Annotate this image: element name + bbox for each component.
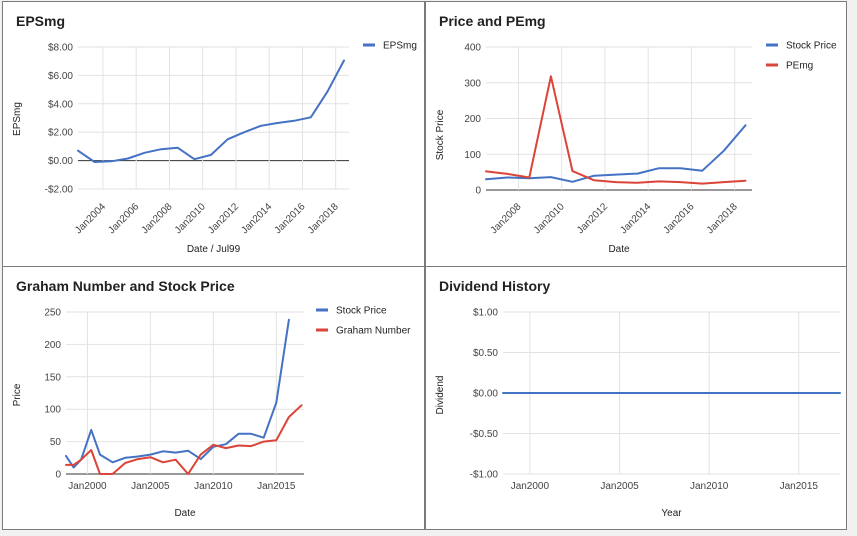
x-tick-label: Jan2008 [140, 201, 175, 236]
x-tick-label: Jan2014 [618, 201, 653, 236]
y-tick-label: $1.00 [473, 308, 498, 319]
x-tick-label: Jan2000 [68, 481, 107, 492]
x-axis-label: Year [661, 508, 682, 519]
x-tick-label: Jan2012 [575, 201, 610, 236]
series-line-pemg [485, 75, 747, 185]
x-tick-label: Jan2015 [780, 481, 819, 492]
x-tick-label: Jan2018 [705, 201, 740, 236]
chart-svg: Dividend History -$1.00 -$0.50 $0.00 $0.50 $1… [435, 278, 841, 519]
x-tick-label: Jan2010 [690, 481, 729, 492]
y-tick-label: $4.00 [48, 99, 73, 110]
y-axis-label: Dividend [435, 376, 446, 415]
y-axis-label: Stock Price [435, 109, 446, 160]
y-tick-label: 300 [464, 78, 481, 89]
x-tick-label: Jan2012 [206, 201, 241, 236]
y-tick-label: 0 [475, 186, 481, 197]
y-tick-label: $6.00 [48, 71, 73, 82]
chart-svg: Graham Number and Stock Price 0 50 100 150 20… [12, 278, 411, 519]
y-tick-label: 100 [44, 405, 61, 416]
x-tick-label: Jan2016 [662, 201, 697, 236]
chart-title: Dividend History [439, 278, 550, 294]
y-tick-label: 200 [464, 114, 481, 125]
y-tick-label: 400 [464, 43, 481, 54]
y-tick-label: 200 [44, 340, 61, 351]
x-tick-label: Jan2015 [257, 481, 296, 492]
chart-title: Graham Number and Stock Price [16, 278, 235, 294]
legend-label: Stock Price [786, 41, 837, 52]
x-tick-label: Jan2006 [106, 201, 141, 236]
y-tick-label: $2.00 [48, 128, 73, 139]
y-axis-label: EPSmg [12, 102, 23, 136]
graham-number-chart-panel: Graham Number and Stock Price 0 50 100 150 20… [2, 266, 425, 530]
y-tick-label: 150 [44, 372, 61, 383]
y-tick-label: $0.00 [48, 156, 73, 167]
y-tick-label: -$2.00 [45, 185, 74, 196]
y-tick-label: 0 [55, 470, 61, 481]
series-line-stock-price [485, 124, 747, 183]
price-pemg-chart-panel: Price and PEmg 0 100 200 300 400 Jan2008 Jan201… [425, 1, 847, 267]
x-axis-label: Date [608, 244, 630, 255]
legend-label: PEmg [786, 61, 813, 72]
y-tick-label: 250 [44, 308, 61, 319]
x-tick-label: Jan2010 [194, 481, 233, 492]
x-axis-label: Date / Jul99 [187, 244, 241, 255]
series-line-stock-price [65, 318, 290, 469]
x-tick-label: Jan2005 [131, 481, 170, 492]
x-tick-label: Jan2008 [489, 201, 524, 236]
chart-title: EPSmg [16, 13, 65, 29]
y-tick-label: -$1.00 [470, 470, 499, 481]
chart-svg: EPSmg -$2.00 $0.00 $2.00 $4.00 $6.00 $8.00 Jan2… [12, 13, 417, 255]
series-line-epsmg [77, 59, 345, 163]
dividend-history-chart-panel: Dividend History -$1.00 -$0.50 $0.00 $0.50 $1… [425, 266, 847, 530]
legend-label: Stock Price [336, 306, 387, 317]
legend-label: Graham Number [336, 326, 411, 337]
x-tick-label: Jan2005 [600, 481, 639, 492]
x-tick-label: Jan2004 [73, 201, 108, 236]
x-tick-label: Jan2010 [173, 201, 208, 236]
y-tick-label: -$0.50 [470, 429, 499, 440]
x-tick-label: Jan2010 [532, 201, 567, 236]
y-tick-label: $8.00 [48, 43, 73, 54]
y-axis-label: Price [12, 383, 23, 406]
x-tick-label: Jan2000 [511, 481, 550, 492]
legend-label: EPSmg [383, 41, 417, 52]
y-tick-label: $0.50 [473, 348, 498, 359]
x-tick-label: Jan2018 [306, 201, 341, 236]
y-tick-label: 50 [50, 437, 62, 448]
x-tick-label: Jan2016 [273, 201, 308, 236]
x-axis-label: Date [174, 508, 196, 519]
x-tick-label: Jan2014 [239, 201, 274, 236]
epsmg-chart-panel: EPSmg -$2.00 $0.00 $2.00 $4.00 $6.00 $8.00 Jan2… [2, 1, 425, 267]
series-line-graham-number [65, 404, 303, 475]
y-tick-label: $0.00 [473, 389, 498, 400]
chart-title: Price and PEmg [439, 13, 546, 29]
y-tick-label: 100 [464, 150, 481, 161]
